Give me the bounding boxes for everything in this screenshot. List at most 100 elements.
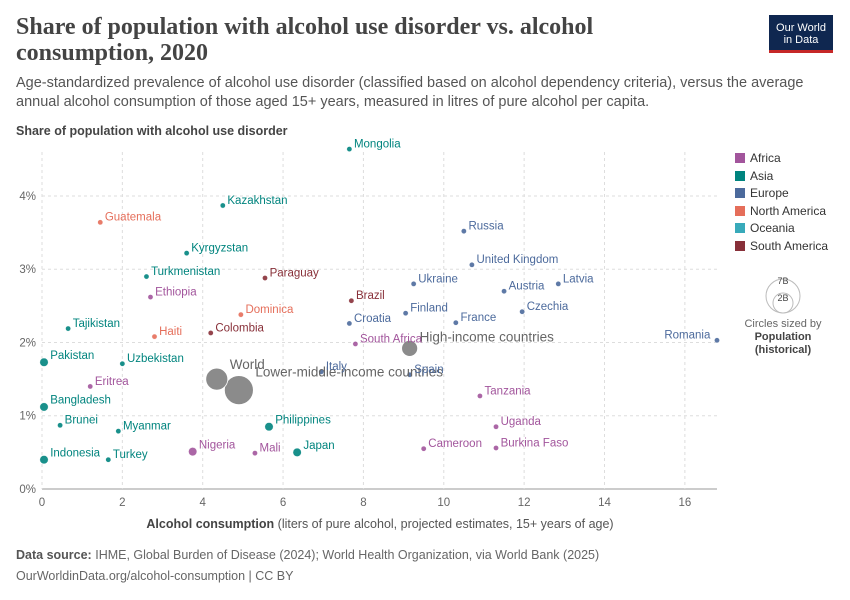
point-label: Lower-middle-income countries [255, 365, 443, 380]
legend-item-south-america[interactable]: South America [735, 238, 845, 256]
point-japan[interactable] [292, 447, 302, 457]
point-uzbekistan[interactable] [119, 360, 126, 367]
point-label: Russia [468, 221, 504, 233]
point-dominica[interactable] [238, 311, 244, 318]
x-tick-label: 2 [119, 497, 125, 509]
point-indonesia[interactable] [39, 455, 49, 465]
point-russia[interactable] [461, 228, 467, 234]
point-burkina-faso[interactable] [493, 445, 499, 451]
point-label: Brazil [356, 290, 385, 302]
legend-item-oceania[interactable]: Oceania [735, 220, 845, 238]
legend-swatch [735, 170, 745, 181]
point-turkmenistan[interactable] [143, 273, 150, 280]
point-mali[interactable] [252, 450, 258, 456]
legend-label: Oceania [750, 221, 795, 236]
point-label: Guatemala [105, 212, 162, 224]
point-label: Cameroon [428, 438, 482, 450]
point-label: Dominica [245, 304, 294, 316]
point-paraguay[interactable] [262, 275, 268, 281]
x-tick-label: 10 [437, 497, 450, 509]
point-label: Kyrgyzstan [191, 243, 248, 255]
point-label: Tajikistan [73, 318, 120, 330]
point-label: Latvia [563, 273, 594, 285]
point-colombia[interactable] [207, 330, 214, 336]
size-legend-small: 2B [777, 293, 788, 303]
source-url[interactable]: OurWorldinData.org/alcohol-consumption |… [16, 569, 294, 583]
point-label: Czechia [527, 301, 569, 313]
point-bangladesh[interactable] [39, 402, 49, 412]
point-finland[interactable] [402, 310, 409, 316]
point-label: Croatia [354, 313, 392, 325]
legend-swatch [735, 223, 745, 234]
point-ukraine[interactable] [410, 281, 417, 287]
logo-line-1: Our World [776, 22, 826, 34]
y-axis-label: Share of population with alcohol use dis… [16, 124, 288, 138]
point-haiti[interactable] [151, 333, 158, 340]
legend-swatch [735, 188, 745, 199]
point-ethiopia[interactable] [147, 294, 154, 300]
point-lower-middle-income-countries[interactable] [223, 375, 254, 405]
source-label: Data source: [16, 548, 92, 562]
legend-item-africa[interactable]: Africa [735, 150, 845, 168]
y-tick-label: 2% [19, 337, 36, 349]
point-kyrgyzstan[interactable] [183, 250, 190, 256]
point-guatemala[interactable] [97, 219, 104, 226]
y-tick-label: 3% [19, 264, 36, 276]
y-tick-label: 1% [19, 411, 36, 423]
point-myanmar[interactable] [115, 428, 122, 434]
point-label: Austria [509, 281, 545, 293]
point-label: Tanzania [485, 385, 532, 397]
size-legend: 7B 2B Circles sized by Population (histo… [735, 272, 831, 357]
point-nigeria[interactable] [188, 447, 198, 457]
point-label: Burkina Faso [501, 437, 569, 449]
legend-swatch [735, 153, 745, 163]
point-label: France [460, 312, 496, 324]
x-tick-label: 6 [280, 497, 286, 509]
legend-item-north-america[interactable]: North America [735, 203, 845, 221]
point-south-africa[interactable] [352, 341, 359, 347]
point-high-income-countries[interactable] [401, 339, 419, 357]
chart-title: Share of population with alcohol use dis… [16, 14, 594, 66]
point-world[interactable] [205, 367, 229, 391]
point-tajikistan[interactable] [65, 325, 71, 332]
point-brunei[interactable] [57, 422, 63, 429]
point-label: Pakistan [50, 350, 94, 362]
point-united-kingdom[interactable] [469, 262, 475, 268]
x-axis-label-main: Alcohol consumption [146, 517, 274, 531]
point-pakistan[interactable] [39, 357, 49, 367]
data-source: Data source: IHME, Global Burden of Dise… [16, 548, 599, 562]
point-mongolia[interactable] [346, 146, 353, 152]
point-eritrea[interactable] [87, 383, 94, 390]
point-uganda[interactable] [493, 423, 499, 430]
point-philippines[interactable] [264, 422, 274, 432]
point-france[interactable] [453, 319, 459, 326]
point-label: United Kingdom [477, 254, 559, 266]
legend-label: Europe [750, 186, 789, 201]
x-axis-label: Alcohol consumption (liters of pure alco… [146, 517, 613, 531]
point-czechia[interactable] [519, 308, 525, 315]
point-label: Italy [326, 361, 347, 373]
point-label: Uganda [501, 416, 542, 428]
point-label: Kazakhstan [227, 195, 287, 207]
legend-item-asia[interactable]: Asia [735, 168, 845, 186]
point-brazil[interactable] [348, 297, 355, 304]
point-turkey[interactable] [105, 456, 112, 463]
point-label: Japan [303, 440, 334, 452]
point-label: Spain [414, 364, 443, 376]
y-tick-label: 0% [19, 484, 36, 496]
point-cameroon[interactable] [420, 445, 427, 452]
point-austria[interactable] [501, 288, 507, 294]
point-italy[interactable] [318, 368, 325, 375]
point-label: Finland [410, 303, 448, 315]
point-romania[interactable] [714, 337, 720, 344]
point-croatia[interactable] [346, 320, 353, 327]
owid-logo[interactable]: Our World in Data [769, 15, 833, 53]
point-tanzania[interactable] [477, 393, 483, 399]
legend-item-europe[interactable]: Europe [735, 185, 845, 203]
point-label: Ethiopia [155, 286, 197, 298]
point-label: Bangladesh [50, 395, 111, 407]
point-spain[interactable] [406, 371, 413, 378]
point-latvia[interactable] [555, 281, 562, 287]
point-kazakhstan[interactable] [220, 202, 226, 209]
legend-label: North America [750, 203, 827, 218]
